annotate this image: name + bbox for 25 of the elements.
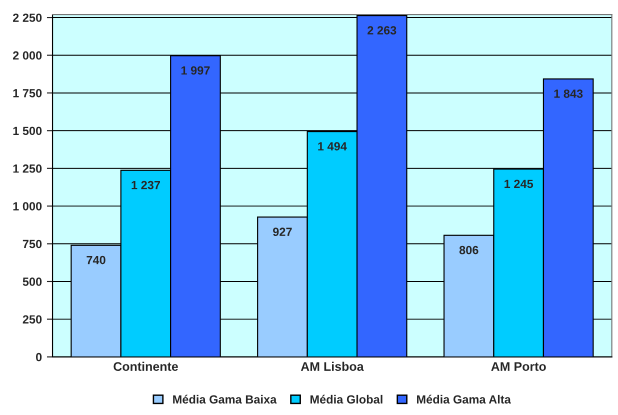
y-tick-label: 750 bbox=[22, 240, 42, 248]
data-label: 1 494 bbox=[318, 142, 347, 151]
y-tick-label: 2 000 bbox=[12, 51, 42, 60]
y-tick-label: 1 250 bbox=[13, 164, 42, 173]
data-label: 1 245 bbox=[504, 180, 534, 188]
data-label: 927 bbox=[273, 228, 292, 236]
data-label: 1 997 bbox=[181, 66, 210, 75]
x-tick-label: Continente bbox=[114, 362, 178, 371]
y-tick-label: 250 bbox=[22, 315, 42, 324]
y-tick-label: 1 500 bbox=[13, 126, 42, 136]
data-label: 2 263 bbox=[368, 26, 396, 35]
y-tick-label: 1 750 bbox=[13, 88, 42, 98]
legend-label: Média Global bbox=[310, 394, 382, 404]
y-tick-label: 2 250 bbox=[12, 14, 42, 22]
x-tick-label: AM Lisboa bbox=[300, 362, 364, 371]
legend-label: Média Gama Alta bbox=[417, 394, 511, 404]
data-label: 1 843 bbox=[554, 90, 583, 98]
data-label: 1 237 bbox=[132, 180, 160, 190]
legend-label: Média Gama Baixa bbox=[173, 394, 277, 404]
y-tick-label: 500 bbox=[22, 278, 42, 286]
y-tick-label: 1 000 bbox=[13, 202, 42, 210]
y-tick-label: 0 bbox=[36, 352, 42, 362]
x-tick-label: AM Porto bbox=[491, 362, 546, 371]
data-label: 740 bbox=[86, 256, 106, 264]
data-label: 806 bbox=[459, 246, 478, 254]
